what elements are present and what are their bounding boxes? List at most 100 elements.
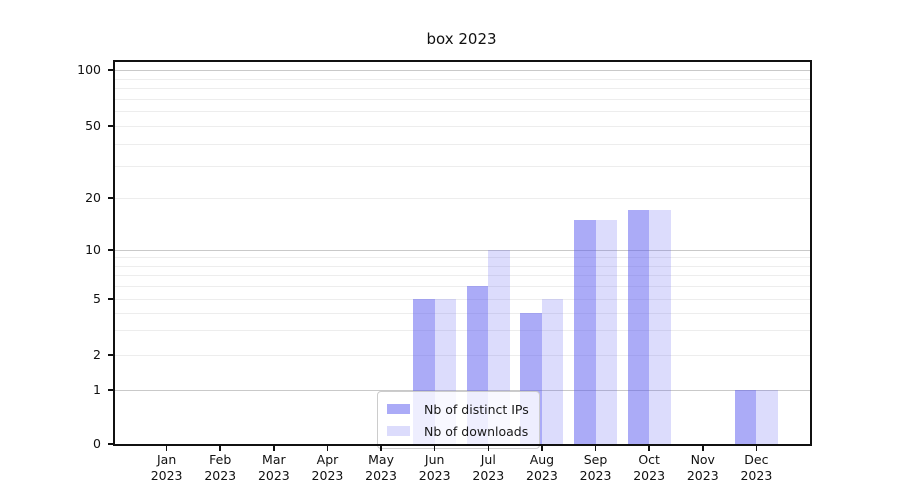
- x-tick-mark: [594, 445, 597, 451]
- gridline-minor: [113, 299, 810, 300]
- x-tick-label-year: 2023: [150, 468, 183, 483]
- x-tick-mark: [433, 445, 436, 451]
- x-tick-label-month: Oct: [638, 452, 660, 467]
- x-tick-mark: [326, 445, 329, 451]
- y-tick-label: 2: [93, 347, 101, 362]
- y-tick-mark: [108, 354, 113, 356]
- y-tick-mark: [108, 389, 113, 391]
- y-tick-mark: [108, 443, 113, 445]
- gridline-minor: [113, 198, 810, 199]
- x-tick-label: Oct 2023: [619, 452, 679, 484]
- x-tick-mark: [755, 445, 758, 451]
- bar-distinct-ips: [574, 219, 596, 444]
- x-tick-label-month: Jun: [424, 452, 445, 467]
- y-tick-mark: [108, 69, 113, 71]
- x-tick-label-month: Aug: [529, 452, 555, 467]
- x-tick-mark: [273, 445, 275, 451]
- x-tick-label-month: Dec: [744, 452, 769, 467]
- y-tick-label: 10: [85, 242, 101, 257]
- bar-downloads: [595, 219, 617, 444]
- y-tick-mark: [108, 249, 113, 251]
- spine-top: [113, 60, 812, 62]
- plot-area: Nb of distinct IPs Nb of downloads: [113, 60, 810, 449]
- x-tick-label-month: Mar: [262, 452, 286, 467]
- gridline-minor: [113, 265, 810, 267]
- x-tick-label-month: May: [368, 452, 394, 467]
- x-tick-label-year: 2023: [472, 468, 505, 483]
- y-tick-mark: [108, 125, 113, 127]
- x-tick-mark: [648, 445, 650, 451]
- x-tick-label-year: 2023: [257, 468, 290, 483]
- y-tick-label: 50: [85, 118, 101, 133]
- x-tick-label: Jul 2023: [458, 452, 518, 484]
- bar-distinct-ips: [627, 210, 650, 444]
- bar-distinct-ips: [734, 390, 757, 444]
- bar-downloads: [649, 210, 671, 444]
- x-tick-label: Aug 2023: [512, 452, 572, 484]
- x-tick-label-year: 2023: [365, 468, 397, 483]
- x-tick-label: Sep 2023: [566, 452, 626, 484]
- x-tick-label-month: Apr: [316, 452, 339, 467]
- spine-bottom: [113, 444, 812, 446]
- x-tick-label-month: Jan: [156, 452, 177, 467]
- x-tick-label-year: 2023: [740, 468, 773, 483]
- legend-item: Nb of distinct IPs: [387, 398, 529, 420]
- x-tick-mark: [487, 445, 490, 451]
- chart-title: box 2023: [426, 30, 497, 48]
- x-tick-label-year: 2023: [418, 468, 451, 483]
- y-tick-mark: [108, 197, 113, 199]
- legend-label: Nb of downloads: [424, 423, 529, 439]
- gridline-minor: [113, 78, 810, 80]
- legend-swatch: [387, 404, 410, 414]
- legend-label: Nb of distinct IPs: [424, 401, 529, 417]
- x-tick-label-month: Nov: [690, 452, 715, 467]
- y-tick-mark: [108, 298, 113, 300]
- x-tick-mark: [701, 445, 704, 451]
- x-tick-label: Feb 2023: [190, 452, 250, 484]
- x-tick-label-year: 2023: [311, 468, 344, 483]
- y-tick-label: 5: [93, 291, 101, 306]
- gridline-minor: [113, 126, 810, 127]
- gridline-minor: [113, 88, 810, 90]
- gridline-minor: [113, 286, 810, 288]
- legend: Nb of distinct IPs Nb of downloads: [377, 391, 540, 449]
- x-tick-label-month: Feb: [209, 452, 232, 467]
- gridline-major: [113, 70, 810, 71]
- x-tick-label: Jun 2023: [405, 452, 465, 484]
- bar-downloads: [756, 390, 778, 444]
- x-tick-label-year: 2023: [204, 468, 237, 483]
- gridline-minor: [113, 330, 810, 332]
- x-tick-label: Apr 2023: [297, 452, 357, 484]
- legend-item: Nb of downloads: [387, 420, 529, 442]
- x-tick-label-year: 2023: [633, 468, 666, 483]
- gridline-major: [113, 250, 810, 251]
- x-tick-mark: [541, 445, 543, 451]
- gridline-minor: [113, 355, 810, 356]
- gridline-minor: [113, 312, 810, 314]
- gridline-minor: [113, 111, 810, 113]
- x-tick-label: Dec 2023: [726, 452, 786, 484]
- x-tick-label-year: 2023: [686, 468, 719, 483]
- x-tick-label-month: Sep: [583, 452, 608, 467]
- x-tick-label-year: 2023: [526, 468, 558, 483]
- gridline-minor: [113, 257, 810, 259]
- legend-swatch: [387, 426, 410, 436]
- x-tick-mark: [380, 445, 382, 451]
- x-tick-mark: [219, 445, 222, 451]
- y-tick-label: 1: [93, 382, 101, 397]
- x-tick-mark: [165, 445, 168, 451]
- gridline-minor: [113, 143, 810, 145]
- x-tick-label: Jan 2023: [137, 452, 197, 484]
- x-tick-label: May 2023: [351, 452, 411, 484]
- spine-left: [113, 60, 115, 446]
- y-tick-label: 100: [77, 62, 101, 77]
- gridline-minor: [113, 275, 810, 277]
- gridline-minor: [113, 98, 810, 100]
- x-tick-label-month: Jul: [480, 452, 496, 467]
- gridline-minor: [113, 166, 810, 168]
- y-tick-label: 20: [85, 190, 101, 205]
- x-tick-label: Mar 2023: [244, 452, 304, 484]
- x-tick-label-year: 2023: [579, 468, 612, 483]
- spine-right: [810, 60, 812, 446]
